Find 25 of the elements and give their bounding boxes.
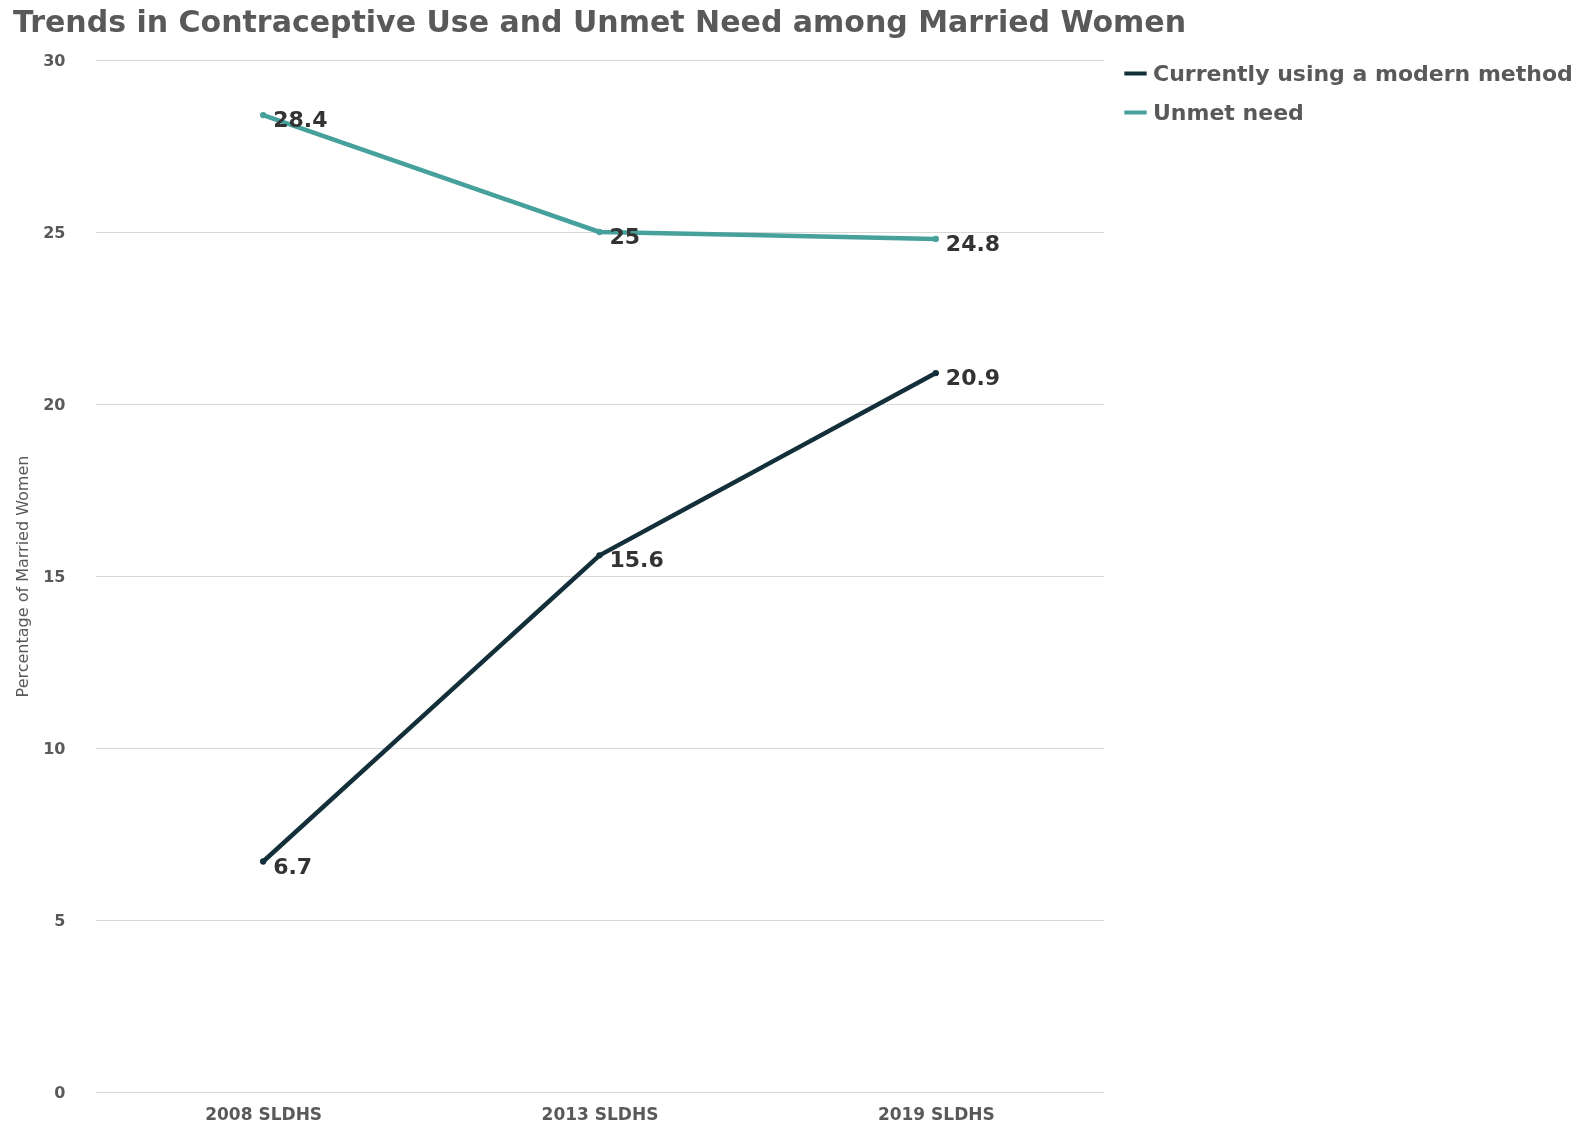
point bbox=[260, 858, 267, 865]
y-tick-label: 5 bbox=[54, 910, 66, 930]
y-tick-label: 0 bbox=[54, 1082, 66, 1102]
point bbox=[596, 552, 603, 559]
x-tick-label: 2019 SLDHS bbox=[877, 1103, 995, 1124]
point bbox=[260, 111, 267, 119]
y-tick-label: 15 bbox=[43, 566, 66, 586]
x-tick-label: 2008 SLDHS bbox=[205, 1103, 323, 1124]
legend-label: Currently using a modern method bbox=[1153, 60, 1573, 86]
y-axis-title: Percentage of Married Women bbox=[13, 455, 33, 698]
chart-title: Trends in Contraceptive Use and Unmet Need among Married Women bbox=[12, 4, 1187, 39]
data-label: 28.4 bbox=[273, 107, 328, 133]
data-label: 6.7 bbox=[273, 853, 313, 879]
y-tick-label: 25 bbox=[43, 222, 66, 242]
y-tick-label: 20 bbox=[43, 394, 66, 414]
point bbox=[932, 369, 939, 377]
data-label: 15.6 bbox=[609, 547, 664, 573]
point bbox=[596, 228, 603, 236]
point bbox=[932, 235, 939, 243]
data-label: 24.8 bbox=[945, 230, 1001, 256]
data-label: 20.9 bbox=[945, 365, 1001, 391]
x-tick-label: 2013 SLDHS bbox=[541, 1103, 659, 1124]
legend-label: Unmet need bbox=[1153, 99, 1304, 125]
y-tick-label: 30 bbox=[43, 50, 66, 70]
y-tick-label: 10 bbox=[43, 738, 66, 758]
